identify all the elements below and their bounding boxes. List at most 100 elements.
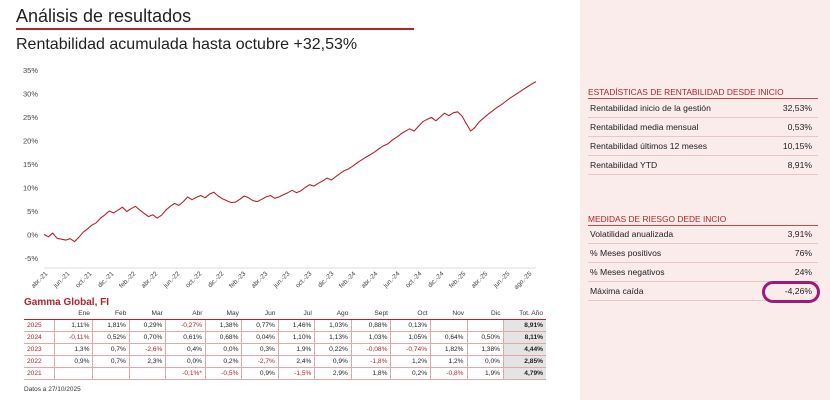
table-row: 2021 -0,1%* -0,5% 0,9% -1,5% 2,9% 1,8% 0,2% -0,8…	[24, 367, 546, 380]
stat-row: Rentabilidad inicio de la gestión 32,53%	[588, 101, 814, 115]
stat-row: % Meses positivos 76%	[588, 246, 814, 260]
table-cell: 0,0%	[466, 355, 504, 368]
x-tick-label: jun.-21	[52, 270, 72, 290]
table-header-cell: Oct	[390, 307, 431, 320]
table-year-cell: 2023	[24, 343, 55, 356]
x-tick-label: abr.-23	[250, 270, 270, 290]
table-cell	[466, 319, 504, 332]
stat-row: Máxima caída -4,26%	[588, 284, 814, 298]
table-cell: 0,9%	[314, 355, 352, 368]
stat-value: 24%	[794, 267, 812, 277]
table-cell: 1,11%	[53, 319, 93, 332]
x-tick-label: feb.-24	[338, 270, 358, 290]
stat-value: 0,53%	[787, 122, 812, 132]
x-tick-label: feb.-25	[448, 270, 468, 290]
x-tick-label: dic.-23	[317, 270, 336, 289]
table-cell: -0,74%	[390, 343, 431, 356]
stat-divider	[588, 155, 818, 156]
table-header-cell: Jul	[278, 307, 315, 320]
x-tick-label: feb.-23	[228, 270, 248, 290]
x-tick-label: jun.-23	[272, 270, 292, 290]
table-cell: 1,81%	[92, 319, 130, 332]
table-cell	[92, 367, 130, 380]
x-tick-label: ago.-25	[513, 270, 534, 291]
table-total-cell: 4,79%	[503, 367, 546, 380]
stat-value: 8,91%	[787, 160, 812, 170]
x-tick-label: oct.-23	[294, 270, 313, 289]
table-cell: 0,2%	[390, 367, 431, 380]
y-tick-label: 30%	[23, 90, 38, 99]
table-body: 2025 1,11% 1,81% 0,29% -0,27% 1,38% 0,77% 1,46%…	[24, 319, 546, 380]
table-total-cell: 4,44%	[503, 343, 546, 356]
stat-row: % Meses negativos 24%	[588, 265, 814, 279]
stat-divider	[588, 300, 818, 301]
chart-svg: -5%0%5%10%15%20%25%30%35%abr.-21 jun.-21 o…	[23, 66, 537, 291]
y-tick-label: 20%	[23, 137, 38, 146]
y-tick-label: 0%	[27, 231, 38, 240]
table-cell: 0,7%	[92, 343, 130, 356]
stat-label: Volatilidad anualizada	[590, 229, 674, 239]
title-underline	[16, 28, 414, 30]
table-cell: -0,08%	[350, 343, 391, 356]
stat-divider	[588, 281, 818, 282]
y-tick-label: 5%	[27, 207, 38, 216]
stat-value: -4,26%	[784, 286, 812, 296]
table-cell: -1,5%	[277, 367, 315, 380]
stat-label: Rentabilidad media mensual	[590, 122, 699, 132]
table-cell: 0,4%	[165, 343, 206, 356]
table-row: 2023 1,3% 0,7% -2,6% 0,4% 0,0% 0,3% 1,9% 0,22% -0…	[24, 343, 546, 356]
stat-row: Rentabilidad últimos 12 meses 10,15%	[588, 139, 814, 153]
x-tick-label: oct.-21	[74, 270, 93, 289]
table-header-cell: Tot. Año	[503, 307, 546, 320]
table-cell: 1,2%	[390, 355, 431, 368]
monthly-returns-table: Ene Feb Mar Abr May Jun Jul Ago Sept Oct Nov Dic Tot…	[24, 307, 546, 380]
table-cell: 1,9%	[277, 343, 315, 356]
stat-label: Rentabilidad YTD	[590, 160, 658, 170]
table-header-cell: Mar	[129, 307, 166, 320]
risk-stats-title: MEDIDAS DE RIESGO DEDE INCIO	[588, 214, 727, 224]
y-tick-label: 35%	[23, 66, 38, 75]
table-cell: -0,11%	[53, 331, 93, 344]
stat-label: Rentabilidad inicio de la gestión	[590, 103, 711, 113]
stat-row: Rentabilidad YTD 8,91%	[588, 158, 814, 172]
table-cell: 1,03%	[314, 319, 352, 332]
table-header-row: Ene Feb Mar Abr May Jun Jul Ago Sept Oct Nov Dic Tot…	[24, 307, 546, 320]
table-cell: 1,2%	[430, 355, 468, 368]
table-cell: -0,1%*	[165, 367, 206, 380]
table-header-year	[24, 307, 55, 320]
return-stats-title: ESTADÍSTICAS DE RENTABILIDAD DESDE INICI…	[588, 87, 784, 97]
x-tick-label: abr.-25	[470, 270, 490, 290]
stat-row: Volatilidad anualizada 3,91%	[588, 227, 814, 241]
table-cell: 2,3%	[128, 355, 166, 368]
table-cell	[430, 319, 468, 332]
stat-label: % Meses negativos	[590, 267, 665, 277]
table-cell: 0,68%	[204, 331, 242, 344]
table-row: 2022 0,9% 0,7% 2,3% 0,0% 0,2% -2,7% 2,4% 0,9% -1,…	[24, 355, 546, 368]
table-cell: 0,0%	[165, 355, 206, 368]
table-cell: 0,9%	[241, 367, 279, 380]
table-cell	[128, 367, 166, 380]
page-subtitle: Rentabilidad acumulada hasta octubre +32…	[16, 36, 358, 53]
table-cell: 0,64%	[430, 331, 468, 344]
table-cell: 0,52%	[92, 331, 130, 344]
table-cell: 0,61%	[165, 331, 206, 344]
table-cell: 1,9%	[466, 367, 504, 380]
x-tick-label: abr.-24	[360, 270, 380, 290]
stat-divider	[588, 136, 818, 137]
table-year-cell: 2025	[24, 319, 55, 332]
return-stats-rule	[588, 98, 818, 99]
table-total-cell: 8,91%	[503, 319, 546, 332]
x-tick-label: oct.-24	[404, 270, 423, 289]
table-cell: 2,4%	[277, 355, 315, 368]
table-header-cell: Dic	[467, 307, 504, 320]
x-tick-label: feb.-22	[118, 270, 138, 290]
table-cell: -0,8%	[430, 367, 468, 380]
x-tick-label: oct.-22	[184, 270, 203, 289]
table-cell: 2,9%	[314, 367, 352, 380]
table-cell: 0,9%	[53, 355, 93, 368]
table-cell: 1,3%	[53, 343, 93, 356]
table-year-cell: 2021	[24, 367, 55, 380]
table-header-cell: Feb	[92, 307, 130, 320]
table-cell: 1,03%	[350, 331, 391, 344]
